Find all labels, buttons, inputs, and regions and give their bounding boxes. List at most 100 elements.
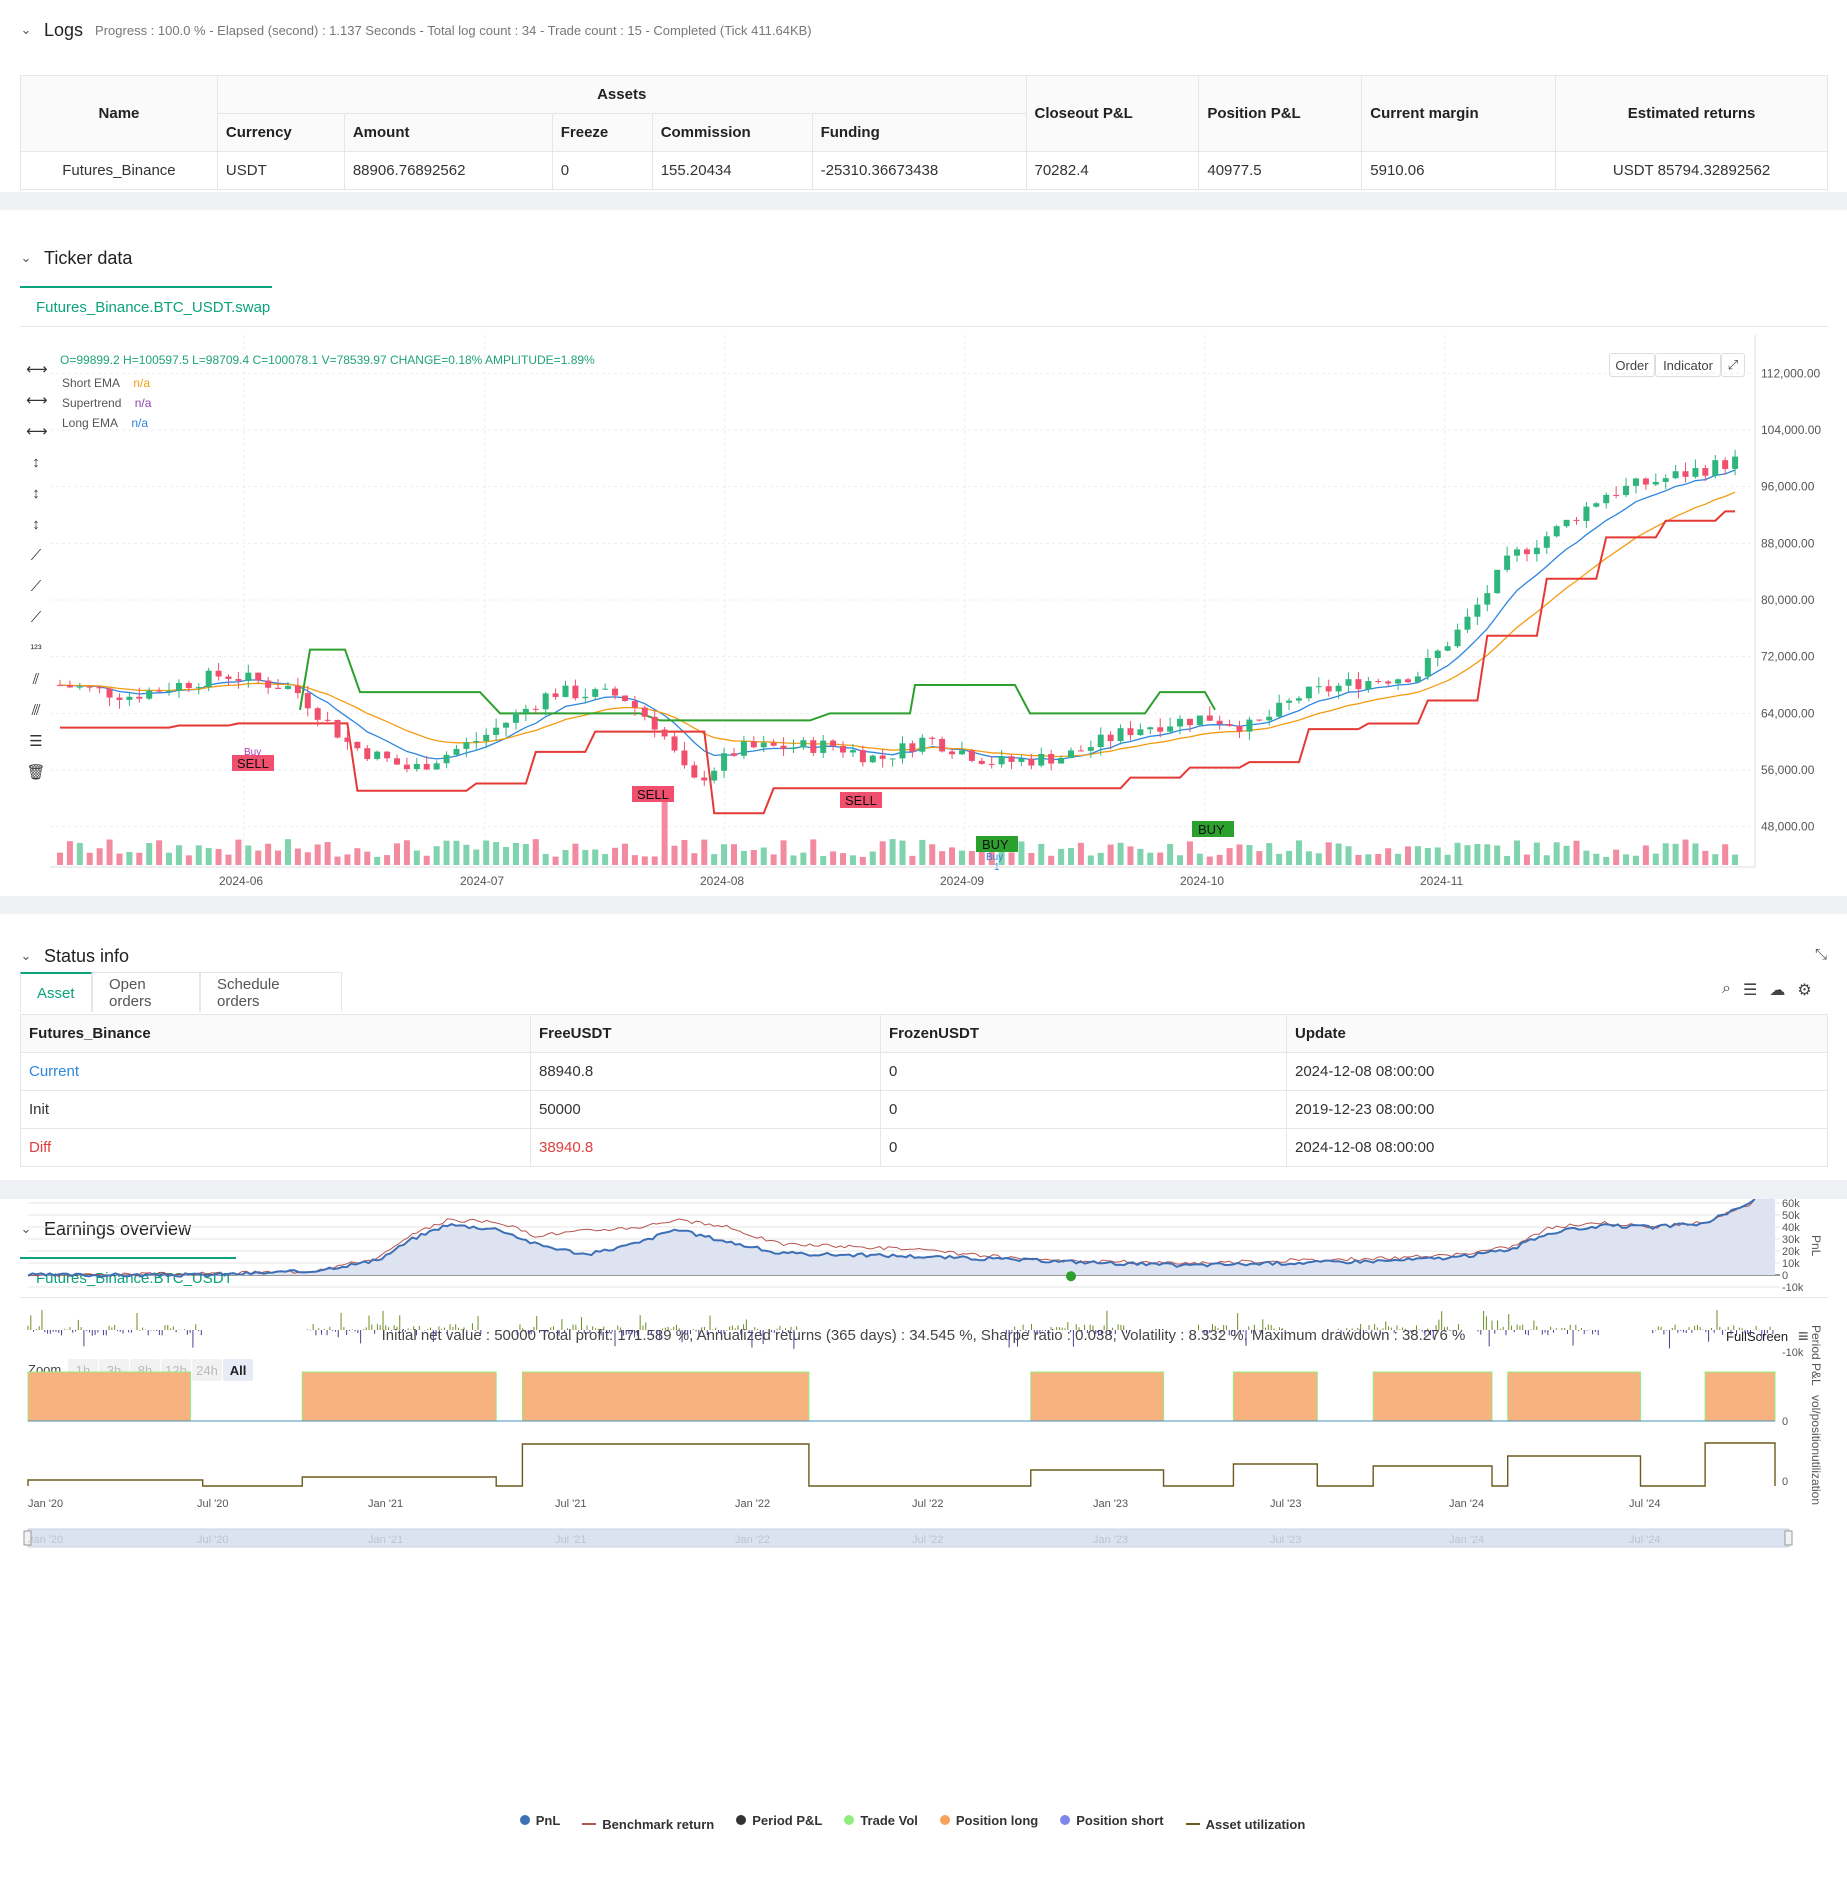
- tab-open-orders[interactable]: Open orders: [92, 972, 200, 1012]
- col-amount: Amount: [343, 113, 553, 152]
- fibonacci-icon[interactable]: ⫻: [31, 702, 41, 719]
- ticker-header[interactable]: ⌄ Ticker data: [20, 246, 133, 270]
- volume-bar: [919, 839, 926, 865]
- candle-body: [740, 741, 747, 756]
- volume-bar: [1454, 842, 1461, 865]
- trash-icon[interactable]: 🗑: [26, 764, 46, 781]
- candle-body: [1662, 478, 1669, 482]
- earnings-chart[interactable]: 90k80k70k60k50k40k30k20k10k0-10k-10k00Pn…: [0, 1199, 1847, 1881]
- collapse-icon[interactable]: ⤡: [1814, 946, 1827, 963]
- x-tick: Jul '22: [912, 1498, 943, 1510]
- volume-bar: [473, 849, 480, 865]
- candle-body: [166, 690, 173, 692]
- legend-item[interactable]: Period P&L: [736, 1813, 822, 1828]
- col-margin: Current margin: [1361, 75, 1557, 152]
- chevron-down-icon[interactable]: ⌄: [20, 250, 32, 265]
- volume-bar: [403, 840, 410, 865]
- volume-bar: [968, 851, 975, 865]
- extended-line-icon[interactable]: ⟷: [26, 423, 48, 440]
- col-free: FreeUSDT: [530, 1014, 881, 1053]
- volume-bar: [1543, 855, 1550, 865]
- legend-item[interactable]: Position short: [1060, 1813, 1164, 1828]
- candle-body: [1177, 718, 1184, 727]
- horizontal-ray-icon[interactable]: ⟷: [26, 392, 48, 409]
- cloud-download-icon[interactable]: ☁: [1769, 982, 1786, 999]
- search-icon[interactable]: ⌕: [1722, 980, 1731, 997]
- candle-body: [810, 740, 817, 753]
- x-tick: Jan '20: [28, 1498, 63, 1510]
- volume-bar: [1504, 855, 1511, 865]
- volume-bar: [146, 843, 153, 865]
- legend-label: Asset utilization: [1205, 1816, 1306, 1832]
- ray-line-icon[interactable]: ⟋: [30, 578, 42, 595]
- volume-bar: [423, 855, 430, 865]
- status-header[interactable]: ⌄ Status info: [20, 944, 130, 968]
- tab-asset[interactable]: Asset: [20, 972, 92, 1012]
- position-long-block: [1507, 1371, 1641, 1422]
- buy-signal: [1192, 821, 1234, 837]
- volume-bar: [1107, 844, 1114, 865]
- trend-line-icon[interactable]: ⟋: [30, 547, 42, 564]
- logs-title: Logs: [44, 19, 84, 40]
- gear-icon[interactable]: ⚙: [1797, 982, 1812, 999]
- x-tick: Jan '22: [735, 1498, 770, 1510]
- volume-bar: [1603, 856, 1610, 865]
- list-icon[interactable]: ☰: [1742, 982, 1758, 999]
- candle-body: [1464, 616, 1471, 630]
- cell-amount: 88906.76892562: [343, 151, 553, 190]
- parallel-channel-icon[interactable]: ⫽: [32, 671, 40, 688]
- legend-name: Short EMA: [62, 376, 121, 390]
- horizontal-line-icon[interactable]: ⟷: [26, 361, 48, 378]
- chevron-down-icon[interactable]: ⌄: [20, 22, 32, 37]
- volume-bar: [453, 840, 460, 865]
- volume-bar: [1018, 841, 1025, 865]
- volume-bar: [1236, 844, 1243, 865]
- candle-body: [156, 690, 163, 692]
- tab-schedule-orders[interactable]: Schedule orders: [200, 972, 342, 1012]
- volume-bar: [1434, 847, 1441, 865]
- candle-body: [612, 688, 619, 696]
- candle-body: [314, 708, 321, 720]
- volume-bar: [1395, 853, 1402, 865]
- volume-bar: [1365, 854, 1372, 865]
- candle-body: [1305, 686, 1312, 699]
- candle-body: [820, 740, 827, 753]
- candle-body: [1444, 646, 1451, 651]
- row-label-current[interactable]: Current: [20, 1052, 531, 1091]
- navigator-handle-right: [1784, 1530, 1793, 1546]
- col-update: Update: [1286, 1014, 1828, 1053]
- vertical-ray-icon[interactable]: ↕: [32, 485, 40, 502]
- vertical-segment-icon[interactable]: ↕: [32, 516, 40, 533]
- candle-body: [939, 738, 946, 752]
- zoom-All-button[interactable]: All: [223, 1359, 253, 1381]
- chevron-down-icon[interactable]: ⌄: [20, 1221, 32, 1236]
- legend-item[interactable]: Benchmark return: [582, 1817, 714, 1832]
- legend-item[interactable]: Position long: [939, 1813, 1038, 1828]
- candle-body: [413, 763, 420, 770]
- vertical-line-icon[interactable]: ↕: [32, 454, 40, 471]
- menu-icon[interactable]: ≡: [1798, 1326, 1809, 1346]
- volume-bar: [1385, 848, 1392, 865]
- cell-free: 88940.8: [530, 1052, 881, 1091]
- legend-item[interactable]: Asset utilization: [1185, 1816, 1306, 1832]
- candle-body: [1048, 753, 1055, 764]
- volume-bar: [116, 853, 123, 865]
- earnings-header[interactable]: ⌄ Earnings overview: [20, 1217, 192, 1241]
- price-label-icon[interactable]: ¹²³: [30, 643, 42, 655]
- segment-line-icon[interactable]: ⟋: [30, 609, 42, 626]
- legend-item[interactable]: Trade Vol: [844, 1813, 918, 1828]
- grid-lines-icon[interactable]: ☰: [29, 733, 43, 750]
- volume-bar: [1127, 846, 1134, 865]
- chevron-down-icon[interactable]: ⌄: [20, 948, 32, 963]
- candle-body: [96, 687, 103, 689]
- tab-ticker-symbol[interactable]: Futures_Binance.BTC_USDT.swap: [20, 286, 272, 326]
- candle-body: [830, 740, 837, 747]
- candle-body: [1375, 681, 1382, 683]
- candle-body: [641, 707, 648, 717]
- legend-value: n/a: [130, 376, 151, 390]
- volume-bar: [433, 846, 440, 865]
- zoom-24h-button[interactable]: 24h: [192, 1359, 222, 1381]
- legend-item[interactable]: PnL: [519, 1813, 560, 1828]
- logs-header[interactable]: ⌄ Logs Progress : 100.0 % - Elapsed (sec…: [20, 18, 812, 42]
